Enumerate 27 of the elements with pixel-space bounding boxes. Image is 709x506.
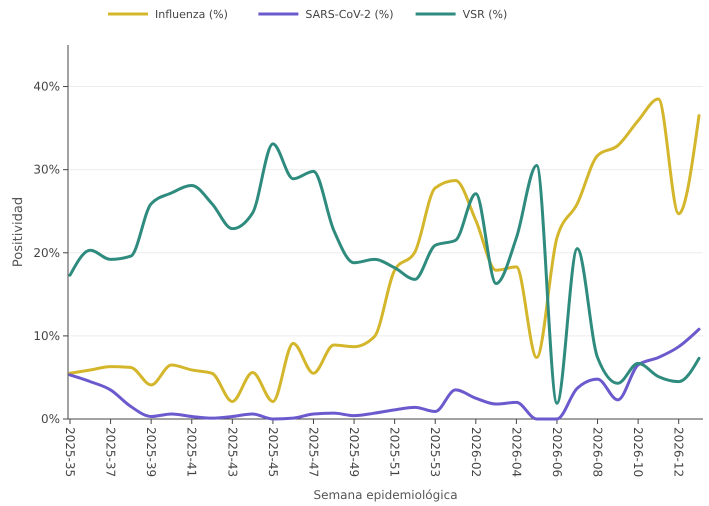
x-tick-label: 2025-35 <box>63 427 77 478</box>
x-tick-label: 2025-43 <box>225 427 240 478</box>
x-tick-label: 2025-47 <box>306 427 320 478</box>
y-tick-label: 0% <box>40 412 60 426</box>
x-tick-label: 2025-51 <box>388 427 402 478</box>
x-axis-title: Semana epidemiológica <box>313 488 458 502</box>
legend-label: VSR (%) <box>462 8 508 21</box>
x-tick-label: 2025-49 <box>347 427 362 478</box>
y-axis-title: Positividad <box>11 196 26 268</box>
x-tick-label: 2026-12 <box>672 427 686 478</box>
y-tick-label: 30% <box>33 162 60 177</box>
line-series <box>68 328 700 420</box>
y-tick-label: 10% <box>33 328 60 343</box>
y-tick-label: 20% <box>33 246 60 260</box>
x-tick-label: 2026-06 <box>550 427 564 478</box>
legend-label: SARS-CoV-2 (%) <box>305 8 394 21</box>
x-tick-label: 2025-53 <box>428 427 442 478</box>
x-tick-label: 2026-04 <box>509 427 524 478</box>
x-tick-label: 2025-37 <box>104 427 118 478</box>
x-tick-label: 2026-08 <box>590 427 605 478</box>
x-tick-label: 2025-41 <box>184 427 199 478</box>
x-tick-label: 2025-39 <box>144 427 158 478</box>
y-tick-label: 40% <box>33 80 60 94</box>
x-tick-label: 2026-02 <box>468 427 483 478</box>
legend-label: Influenza (%) <box>155 8 228 21</box>
x-tick-label: 2025-45 <box>266 427 280 478</box>
x-tick-label: 2026-10 <box>631 427 646 478</box>
